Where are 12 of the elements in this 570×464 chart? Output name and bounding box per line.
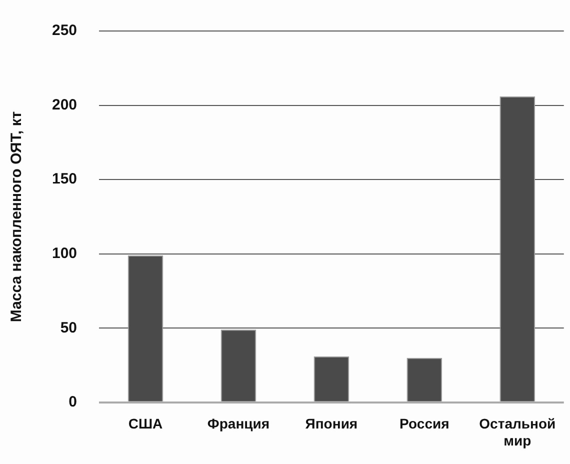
y-tick-label: 100 — [52, 244, 78, 262]
y-tick-label: 0 — [68, 394, 78, 411]
x-tick-label: Остальной мир — [479, 416, 556, 448]
x-tick-label: Япония — [305, 416, 358, 432]
y-tick-label: 200 — [52, 96, 78, 114]
y-tick-label: 50 — [60, 319, 78, 336]
y-axis-title: Масса накопленного ОЯТ, кт — [8, 111, 26, 322]
x-tick-label: США — [128, 416, 163, 432]
x-tick-label: Франция — [207, 416, 270, 432]
y-tick-label: 250 — [52, 22, 78, 40]
y-tick-label: 150 — [52, 170, 78, 188]
x-tick-label: Россия — [400, 416, 450, 432]
